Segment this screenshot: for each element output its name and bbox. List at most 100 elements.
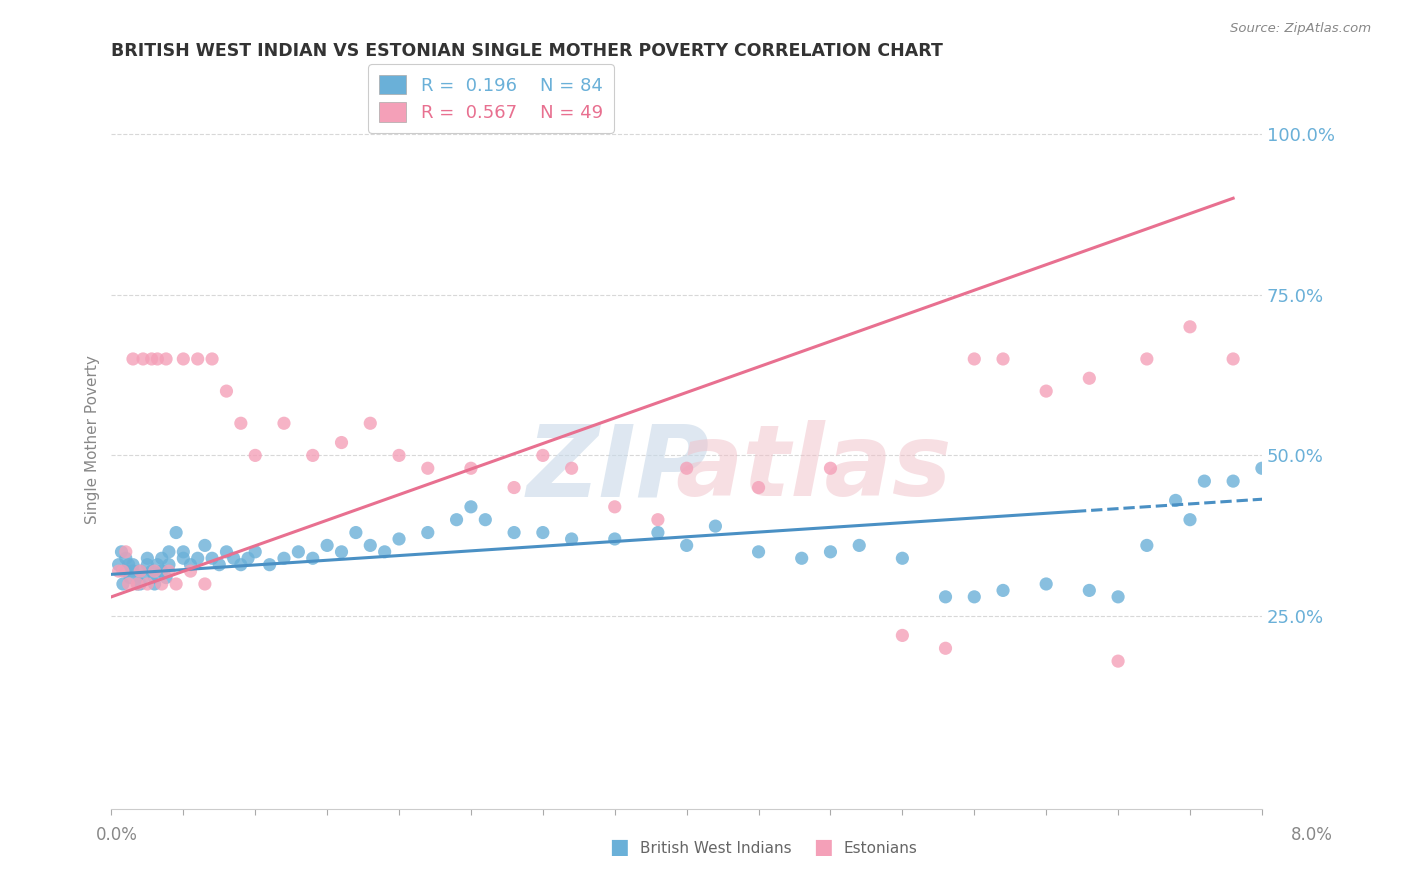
Point	[122, 351, 145, 366]
Point	[194, 538, 217, 552]
Point	[172, 551, 194, 566]
Point	[111, 577, 134, 591]
Point	[132, 351, 155, 366]
Point	[1279, 243, 1302, 257]
Point	[820, 545, 842, 559]
Point	[963, 351, 986, 366]
Text: ■: ■	[609, 837, 628, 856]
Point	[146, 558, 169, 572]
Point	[107, 564, 129, 578]
Point	[1107, 590, 1129, 604]
Point	[150, 577, 173, 591]
Point	[111, 564, 134, 578]
Point	[647, 525, 669, 540]
Point	[114, 551, 136, 566]
Point	[1164, 493, 1187, 508]
Point	[127, 577, 149, 591]
Point	[201, 351, 224, 366]
Point	[179, 558, 201, 572]
Point	[891, 551, 914, 566]
Point	[208, 558, 231, 572]
Point	[122, 564, 145, 578]
Point	[934, 641, 956, 656]
Point	[141, 564, 163, 578]
Point	[1222, 474, 1244, 488]
Point	[344, 525, 367, 540]
Point	[127, 577, 149, 591]
Point	[1136, 351, 1159, 366]
Point	[460, 500, 482, 514]
Point	[359, 416, 381, 430]
Text: Source: ZipAtlas.com: Source: ZipAtlas.com	[1230, 22, 1371, 36]
Point	[1251, 461, 1274, 475]
Point	[236, 551, 259, 566]
Point	[118, 577, 141, 591]
Point	[1136, 538, 1159, 552]
Point	[155, 570, 177, 584]
Y-axis label: Single Mother Poverty: Single Mother Poverty	[86, 355, 100, 524]
Point	[790, 551, 813, 566]
Point	[848, 538, 870, 552]
Point	[891, 628, 914, 642]
Text: 0.0%: 0.0%	[96, 826, 138, 844]
Point	[1107, 654, 1129, 668]
Point	[215, 545, 238, 559]
Point	[388, 532, 411, 546]
Point	[1365, 577, 1388, 591]
Point	[245, 449, 267, 463]
Point	[136, 558, 159, 572]
Point	[143, 577, 166, 591]
Point	[1078, 583, 1101, 598]
Point	[1035, 577, 1057, 591]
Point	[991, 351, 1014, 366]
Point	[187, 551, 209, 566]
Point	[1351, 558, 1374, 572]
Point	[374, 545, 396, 559]
Point	[129, 577, 152, 591]
Point	[143, 564, 166, 578]
Text: British West Indians: British West Indians	[640, 841, 792, 855]
Point	[1222, 351, 1244, 366]
Point	[416, 525, 439, 540]
Point	[129, 564, 152, 578]
Point	[245, 545, 267, 559]
Legend: R =  0.196    N = 84, R =  0.567    N = 49: R = 0.196 N = 84, R = 0.567 N = 49	[368, 64, 614, 133]
Point	[157, 558, 180, 572]
Point	[503, 481, 526, 495]
Point	[157, 545, 180, 559]
Point	[460, 461, 482, 475]
Point	[155, 351, 177, 366]
Text: ZIP: ZIP	[526, 420, 709, 517]
Point	[963, 590, 986, 604]
Point	[1178, 513, 1201, 527]
Point	[201, 551, 224, 566]
Text: BRITISH WEST INDIAN VS ESTONIAN SINGLE MOTHER POVERTY CORRELATION CHART: BRITISH WEST INDIAN VS ESTONIAN SINGLE M…	[111, 42, 943, 60]
Point	[179, 564, 201, 578]
Point	[273, 551, 295, 566]
Point	[561, 532, 583, 546]
Point	[229, 558, 252, 572]
Point	[1265, 467, 1288, 482]
Point	[1381, 577, 1403, 591]
Point	[287, 545, 309, 559]
Point	[416, 461, 439, 475]
Point	[748, 481, 770, 495]
Point	[120, 570, 142, 584]
Point	[1323, 545, 1346, 559]
Point	[141, 351, 163, 366]
Point	[1337, 551, 1360, 566]
Point	[150, 551, 173, 566]
Point	[143, 570, 166, 584]
Point	[1308, 577, 1330, 591]
Point	[114, 564, 136, 578]
Point	[603, 532, 626, 546]
Point	[934, 590, 956, 604]
Text: Estonians: Estonians	[844, 841, 918, 855]
Point	[675, 461, 697, 475]
Point	[820, 461, 842, 475]
Point	[330, 435, 353, 450]
Point	[1035, 384, 1057, 398]
Point	[647, 513, 669, 527]
Point	[531, 525, 554, 540]
Point	[603, 500, 626, 514]
